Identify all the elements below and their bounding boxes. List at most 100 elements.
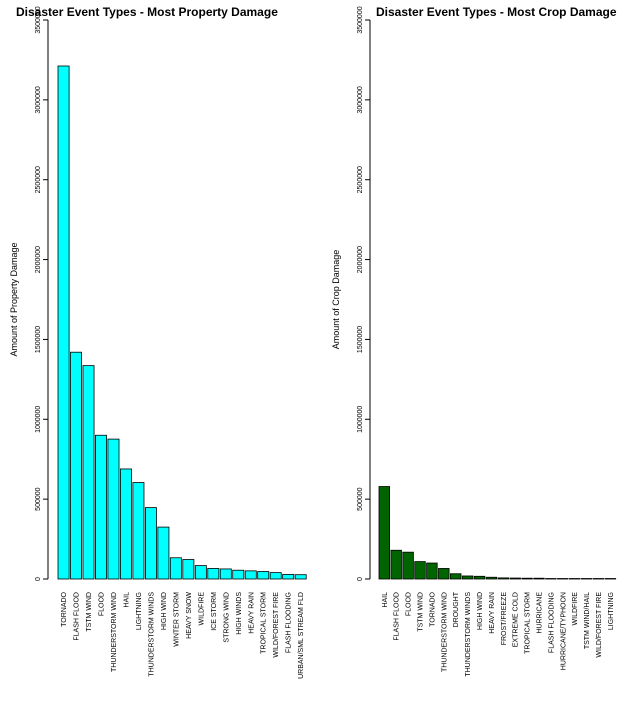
bar: [132, 482, 145, 580]
category-label: LIGHTNING: [608, 592, 615, 630]
y-tick-label: 3000000: [35, 86, 42, 113]
category-label: TORNADO: [61, 591, 68, 626]
bar: [438, 568, 450, 580]
bar: [569, 578, 581, 580]
y-tick-label: 500000: [35, 487, 42, 510]
bar: [82, 365, 95, 580]
bar: [509, 577, 521, 580]
y-tick-label: 3500000: [35, 6, 42, 33]
chart-title: Disaster Event Types - Most Property Dam…: [16, 5, 278, 19]
bar: [521, 577, 533, 580]
y-axis-label: Amount of Crop Damage: [331, 250, 341, 350]
bar: [545, 578, 557, 580]
category-label: HIGH WIND: [477, 592, 484, 630]
category-label: THUNDERSTORM WIND: [441, 592, 448, 672]
y-tick-label: 0: [357, 577, 364, 581]
y-tick-label: 1500000: [35, 326, 42, 353]
category-label: TSTM WIND/HAIL: [584, 592, 591, 649]
category-label: FLASH FLOOD: [394, 592, 401, 641]
bar: [294, 574, 307, 580]
y-tick-label: 1500000: [357, 326, 364, 353]
bar: [557, 578, 569, 580]
category-label: ICE STORM: [211, 592, 218, 631]
bar: [426, 562, 438, 580]
bar: [57, 65, 70, 580]
bar: [169, 557, 182, 580]
y-tick-label: 500000: [357, 487, 364, 510]
bar: [461, 575, 474, 580]
bar: [269, 572, 282, 580]
bar: [473, 575, 486, 580]
category-label: HIGH WIND: [161, 592, 168, 630]
category-label: FLOOD: [98, 592, 105, 616]
category-label: HAIL: [382, 592, 389, 608]
property-damage-chart: Disaster Event Types - Most Property Dam…: [9, 5, 307, 679]
category-label: FLASH FLOODING: [286, 592, 293, 653]
category-label: WILD/FOREST FIRE: [596, 592, 603, 658]
y-tick-label: 2500000: [35, 166, 42, 193]
y-tick-label: 3000000: [357, 86, 364, 113]
bar: [485, 576, 498, 580]
category-label: TORNADO: [429, 591, 436, 626]
bar: [257, 571, 270, 580]
category-label: LIGHTNING: [136, 592, 143, 630]
category-label: THUNDERSTORM WINDS: [465, 592, 472, 677]
y-tick-label: 2500000: [357, 166, 364, 193]
bar: [592, 578, 605, 580]
bar: [157, 526, 170, 580]
category-label: WINTER STORM: [173, 592, 180, 647]
y-tick-label: 1000000: [357, 406, 364, 433]
category-label: WILDFIRE: [572, 592, 579, 626]
category-label: THUNDERSTORM WINDS: [148, 592, 155, 677]
category-label: TROPICAL STORM: [525, 592, 532, 654]
category-label: STRONG WIND: [223, 592, 230, 643]
bar: [95, 434, 107, 580]
category-label: TROPICAL STORM: [261, 592, 268, 654]
bar: [378, 486, 391, 580]
bar: [282, 573, 295, 580]
y-tick-label: 2000000: [357, 246, 364, 273]
bar: [244, 570, 257, 580]
chart-title: Disaster Event Types - Most Crop Damage: [376, 5, 617, 19]
category-label: HURRICANE: [537, 592, 544, 634]
bar: [219, 568, 232, 580]
bar: [70, 351, 82, 580]
bar: [144, 507, 157, 580]
category-label: FLASH FLOODING: [548, 592, 555, 653]
y-axis-label: Amount of Property Damage: [9, 242, 19, 356]
bar: [107, 438, 120, 580]
bar: [207, 568, 220, 580]
category-label: URBAN/SML STREAM FLD: [298, 592, 305, 679]
y-tick-label: 3500000: [357, 6, 364, 33]
bar: [182, 559, 195, 580]
category-label: HEAVY RAIN: [489, 592, 496, 634]
category-label: TSTM WIND: [86, 592, 93, 632]
category-label: FROST/FREEZE: [501, 592, 508, 646]
category-label: HEAVY RAIN: [248, 592, 255, 634]
bar: [120, 468, 132, 580]
bar: [580, 578, 593, 580]
category-label: FLOOD: [406, 592, 413, 616]
bar: [604, 578, 617, 580]
bar: [232, 569, 245, 580]
bar: [194, 565, 207, 580]
bar: [497, 577, 510, 580]
category-label: HIGH WINDS: [236, 592, 243, 635]
category-label: WILDFIRE: [198, 592, 205, 626]
y-tick-label: 2000000: [35, 246, 42, 273]
category-label: HAIL: [123, 592, 130, 608]
category-label: FLASH FLOOD: [74, 592, 81, 641]
category-label: EXTREME COLD: [513, 592, 520, 647]
category-label: HURRICANE/TYPHOON: [560, 592, 567, 670]
bar: [533, 577, 545, 580]
category-label: WILD/FOREST FIRE: [273, 592, 280, 658]
bar: [449, 573, 462, 580]
y-tick-label: 0: [35, 577, 42, 581]
bar: [390, 549, 402, 580]
bar: [402, 551, 414, 580]
category-label: HEAVY SNOW: [186, 592, 193, 639]
category-label: TSTM WIND: [418, 592, 425, 632]
category-label: DROUGHT: [453, 591, 460, 627]
